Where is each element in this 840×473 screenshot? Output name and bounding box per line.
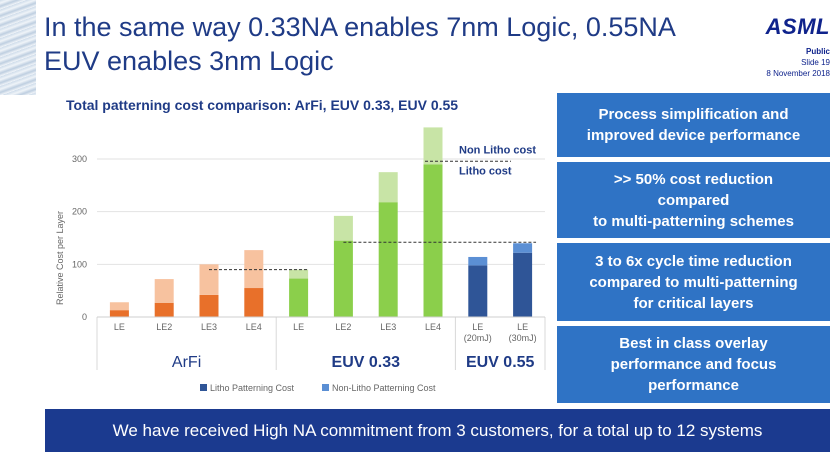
panel-4-line-1: Best in class overlay: [619, 335, 768, 352]
slide-title: In the same way 0.33NA enables 7nm Logic…: [44, 10, 734, 78]
bar-non-litho: [199, 264, 219, 295]
bar-non-litho: [378, 172, 398, 203]
panel-2-line-3: to multi-patterning schemes: [593, 212, 794, 230]
bar-non-litho: [333, 215, 353, 241]
slide-meta: Public Slide 19 8 November 2018: [766, 46, 830, 79]
benefit-panel-4: Best in class overlay performance and fo…: [557, 326, 830, 403]
group-label: EUV 0.33: [332, 354, 401, 371]
bar-litho: [199, 294, 219, 317]
category-label: LE: [472, 322, 483, 332]
benefit-panel-3: 3 to 6x cycle time reduction compared to…: [557, 243, 830, 321]
category-label: LE3: [380, 322, 396, 332]
group-label: EUV 0.55: [466, 354, 535, 371]
bar-litho: [333, 240, 353, 317]
annotation-non-litho: Non Litho cost: [459, 144, 536, 156]
legend-label-litho: Litho Patterning Cost: [210, 383, 295, 393]
category-label: LE4: [246, 322, 262, 332]
bar-non-litho: [289, 269, 309, 279]
bar-litho: [378, 202, 398, 317]
panel-4-line-3: performance: [648, 377, 739, 394]
category-label: LE2: [335, 322, 351, 332]
category-label: LE4: [425, 322, 441, 332]
bar-litho: [513, 252, 533, 317]
y-tick-label: 200: [72, 207, 87, 217]
bar-litho: [109, 310, 129, 317]
y-tick-label: 0: [82, 312, 87, 322]
classification-label: Public: [805, 47, 830, 56]
panel-3-line-3: for critical layers: [633, 294, 754, 312]
y-tick-label: 300: [72, 154, 87, 164]
chart-title: Total patterning cost comparison: ArFi, …: [66, 97, 459, 113]
bar-non-litho: [244, 250, 264, 289]
legend-label-non-litho: Non-Litho Patterning Cost: [332, 383, 436, 393]
y-tick-label: 100: [72, 259, 87, 269]
bar-non-litho: [423, 127, 443, 165]
title-line-2: EUV enables 3nm Logic: [44, 46, 334, 76]
bar-litho: [154, 302, 174, 317]
asml-logo: ASML: [765, 14, 830, 39]
decorative-texture: [0, 0, 36, 95]
panel-3-line-2: compared to multi-patterning: [589, 273, 798, 291]
group-label: ArFi: [172, 354, 201, 371]
benefit-panel-1: Process simplification and improved devi…: [557, 93, 830, 157]
bar-non-litho: [468, 256, 488, 266]
panel-2-line-2: compared: [657, 191, 730, 209]
category-label: LE: [114, 322, 125, 332]
bar-litho: [423, 164, 443, 317]
panel-1-line-1: Process simplification and: [598, 106, 789, 123]
legend-swatch-litho: [200, 384, 207, 391]
category-label: LE2: [156, 322, 172, 332]
category-label: LE: [293, 322, 304, 332]
y-axis-label: Relative Cost per Layer: [55, 211, 65, 305]
bar-non-litho: [109, 302, 129, 311]
bar-litho: [289, 278, 309, 317]
bar-non-litho: [513, 243, 533, 253]
legend-swatch-non-litho: [322, 384, 329, 391]
bar-litho: [468, 265, 488, 317]
slide-number: Slide 19: [801, 58, 830, 67]
title-line-1: In the same way 0.33NA enables 7nm Logic…: [44, 12, 676, 42]
category-label: (20mJ): [464, 333, 492, 343]
panel-1-line-2: improved device performance: [586, 127, 801, 144]
commitment-banner: We have received High NA commitment from…: [45, 409, 830, 452]
panel-2-line-1: >> 50% cost reduction: [613, 170, 774, 188]
slide-date: 8 November 2018: [766, 69, 830, 78]
bar-litho: [244, 288, 264, 317]
category-label: (30mJ): [509, 333, 537, 343]
panel-4-line-2: performance and focus: [610, 356, 777, 373]
category-label: LE: [517, 322, 528, 332]
bar-non-litho: [154, 279, 174, 303]
category-label: LE3: [201, 322, 217, 332]
benefit-panel-2: >> 50% cost reduction compared to multi-…: [557, 162, 830, 238]
annotation-litho: Litho cost: [459, 165, 512, 177]
panel-3-line-1: 3 to 6x cycle time reduction: [595, 252, 792, 270]
